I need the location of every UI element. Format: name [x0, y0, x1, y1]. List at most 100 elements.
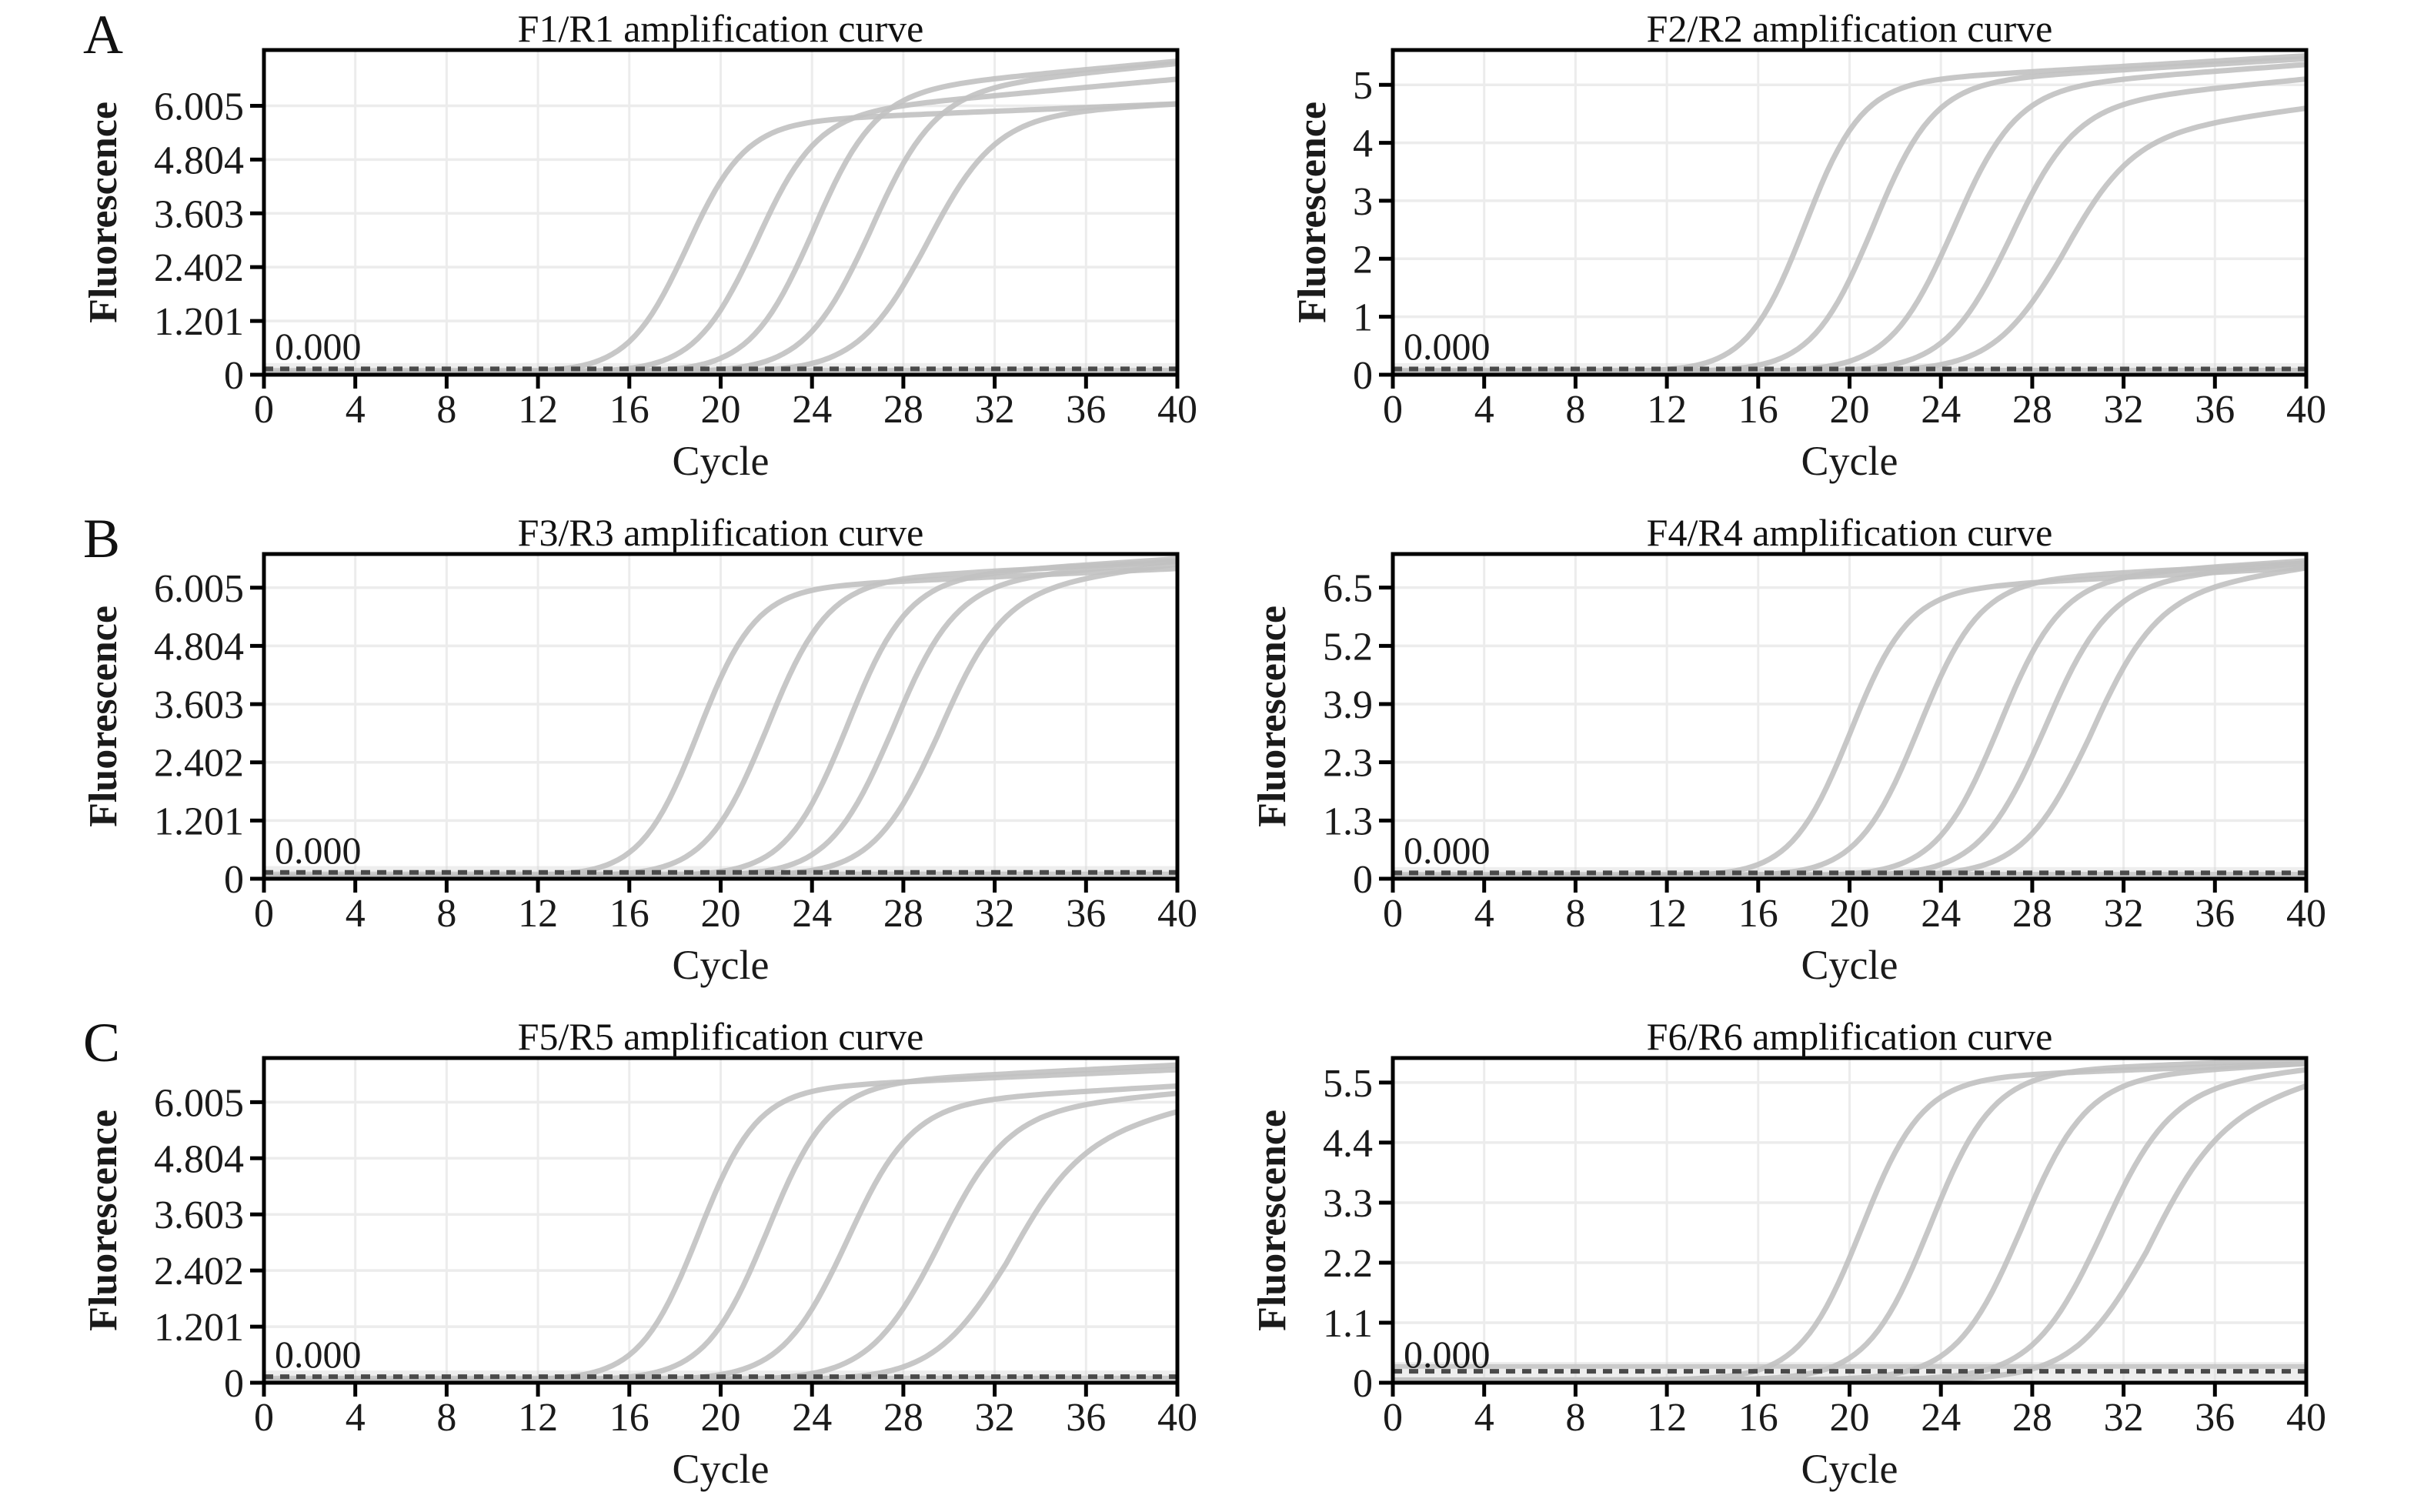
- y-tick-label: 0: [1353, 1362, 1373, 1406]
- y-tick-label: 3: [1353, 180, 1373, 224]
- chart-title-f6r6: F6/R6 amplification curve: [1646, 1015, 2053, 1058]
- amplification-curve: [264, 561, 1177, 879]
- baseline-annotation: 0.000: [1404, 829, 1491, 872]
- curves-group: [1393, 1058, 2306, 1383]
- chart-title-f5r5: F5/R5 amplification curve: [517, 1015, 924, 1058]
- x-tick-label: 8: [436, 1396, 456, 1440]
- curves-group: [1393, 53, 2306, 375]
- y-tick-label: 2.402: [154, 1250, 244, 1293]
- x-tick-label: 24: [792, 892, 832, 936]
- x-tick-label: 0: [254, 388, 274, 432]
- x-tick-label: 12: [1647, 1396, 1687, 1440]
- y-axis-label: Fluorescence: [1250, 1110, 1294, 1331]
- y-tick-label: 2.3: [1323, 742, 1373, 786]
- amplification-curve: [1393, 565, 2306, 879]
- x-tick-label: 20: [1830, 388, 1870, 432]
- x-tick-label: 40: [1157, 388, 1197, 432]
- panel-f5r5: 0 4 8 12 16 20 24 28 32 36 40 0 1.201 2.402 3.603 4.804…: [0, 1008, 1212, 1511]
- plot-f4r4: 0 4 8 12 16 20 24 28 32 36 40 0 1.3 2.3 3.9 5.2 6.5 0.000…: [1250, 552, 2326, 988]
- x-tick-label: 32: [2104, 892, 2144, 936]
- chart-title-f3r3: F3/R3 amplification curve: [517, 511, 924, 554]
- x-tick-label: 28: [2012, 1396, 2052, 1440]
- y-tick-label: 1.201: [154, 300, 244, 344]
- plot-f5r5: 0 4 8 12 16 20 24 28 32 36 40 0 1.201 2.402 3.603 4.804…: [82, 1056, 1197, 1492]
- y-tick-label: 4: [1353, 122, 1373, 166]
- y-tick-label: 0: [224, 858, 244, 902]
- x-tick-label: 8: [1565, 388, 1585, 432]
- y-tick-label: 1: [1353, 296, 1373, 340]
- x-tick-label: 16: [609, 388, 649, 432]
- x-tick-label: 32: [2104, 1396, 2144, 1440]
- x-tick-label: 12: [518, 892, 558, 936]
- y-axis-label: Fluorescence: [82, 102, 125, 323]
- baseline-annotation: 0.000: [275, 829, 362, 872]
- y-tick-label: 6.005: [154, 567, 244, 611]
- y-tick-label: 3.603: [154, 192, 244, 236]
- y-tick-label: 0: [1353, 858, 1373, 902]
- amplification-curve: [264, 1109, 1177, 1383]
- x-tick-label: 8: [1565, 1396, 1585, 1440]
- panel-f3r3: 0 4 8 12 16 20 24 28 32 36 40 0 1.201 2.402 3.603 4.804…: [0, 504, 1212, 1008]
- x-tick-label: 0: [1383, 388, 1403, 432]
- y-tick-label: 6.005: [154, 85, 244, 129]
- x-tick-label: 12: [518, 388, 558, 432]
- x-tick-label: 16: [1738, 1396, 1778, 1440]
- y-tick-label: 1.201: [154, 1306, 244, 1350]
- x-tick-label: 32: [975, 388, 1015, 432]
- panel-f6r6: 0 4 8 12 16 20 24 28 32 36 40 0 1.1 2.2 3.3 4.4 5.5 0.000…: [1212, 1008, 2424, 1511]
- panel-letter-a: A: [83, 4, 123, 65]
- x-tick-label: 24: [1921, 388, 1961, 432]
- panel-f2r2: 0 4 8 12 16 20 24 28 32 36 40 0 1 2 3 4 5 0.000 Cycle Fluor…: [1212, 0, 2424, 504]
- x-axis-label: Cycle: [673, 942, 770, 988]
- curves-group: [264, 556, 1177, 879]
- x-tick-label: 12: [518, 1396, 558, 1440]
- panel-letter-b: B: [83, 508, 121, 569]
- y-tick-label: 0: [224, 354, 244, 398]
- x-tick-label: 40: [2286, 388, 2326, 432]
- x-tick-label: 20: [701, 1396, 741, 1440]
- x-tick-label: 36: [2195, 892, 2235, 936]
- plot-f2r2: 0 4 8 12 16 20 24 28 32 36 400123450.000CycleFluor…: [1290, 48, 2326, 484]
- x-tick-label: 32: [975, 892, 1015, 936]
- x-tick-label: 28: [883, 388, 923, 432]
- x-tick-label: 20: [1830, 892, 1870, 936]
- y-axis-label: Fluorescence: [1250, 606, 1294, 827]
- y-tick-label: 2.2: [1323, 1242, 1373, 1286]
- baseline-annotation: 0.000: [275, 1333, 362, 1376]
- x-tick-label: 8: [1565, 892, 1585, 936]
- x-tick-label: 0: [1383, 892, 1403, 936]
- x-tick-label: 40: [1157, 892, 1197, 936]
- x-tick-label: 36: [1066, 892, 1106, 936]
- x-tick-label: 28: [2012, 892, 2052, 936]
- plot-f6r6: 0 4 8 12 16 20 24 28 32 36 40 0 1.1 2.2 3.3 4.4 5.5 0.000…: [1250, 1056, 2326, 1492]
- panel-f4r4: 0 4 8 12 16 20 24 28 32 36 40 0 1.3 2.3 3.9 5.2 6.5 0.000…: [1212, 504, 2424, 1008]
- x-tick-label: 24: [792, 1396, 832, 1440]
- x-tick-label: 4: [346, 892, 366, 936]
- y-tick-label: 4.804: [154, 139, 244, 182]
- y-tick-label: 1.1: [1323, 1302, 1373, 1346]
- x-tick-label: 0: [254, 1396, 274, 1440]
- y-tick-label: 6.005: [154, 1081, 244, 1125]
- x-tick-label: 24: [1921, 1396, 1961, 1440]
- x-tick-label: 8: [436, 892, 456, 936]
- x-tick-label: 4: [1474, 1396, 1494, 1440]
- y-tick-label: 4.804: [154, 625, 244, 669]
- x-tick-label: 12: [1647, 892, 1687, 936]
- y-tick-label: 0: [1353, 354, 1373, 398]
- x-axis-label: Cycle: [1801, 438, 1898, 484]
- x-tick-label: 16: [1738, 388, 1778, 432]
- chart-title-f1r1: F1/R1 amplification curve: [517, 7, 924, 50]
- plot-f1r1: 0 4 8 12 16 20 24 28 32 36 4001.2012.4023.6034.804…: [82, 48, 1197, 484]
- x-tick-label: 12: [1647, 388, 1687, 432]
- x-tick-label: 28: [2012, 388, 2052, 432]
- y-tick-label: 2.402: [154, 742, 244, 786]
- y-tick-label: 1.201: [154, 799, 244, 843]
- x-tick-label: 40: [2286, 892, 2326, 936]
- y-tick-label: 5.2: [1323, 625, 1373, 669]
- amplification-curve: [1393, 1083, 2306, 1383]
- y-tick-label: 3.3: [1323, 1182, 1373, 1226]
- y-tick-label: 1.3: [1323, 799, 1373, 843]
- panel-f1r1: 0 4 8 12 16 20 24 28 32 36 40 0 1.201 2.402 3.603 4.804…: [0, 0, 1212, 504]
- baseline-annotation: 0.000: [1404, 1333, 1491, 1376]
